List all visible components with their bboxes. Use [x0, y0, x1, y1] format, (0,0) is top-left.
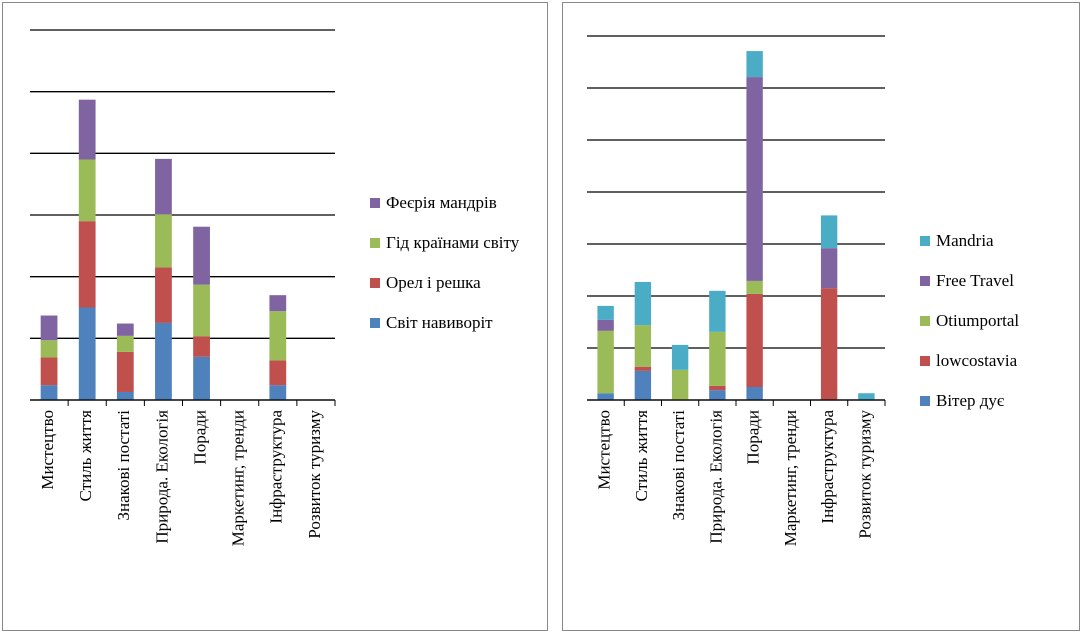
bar-segment	[78, 221, 96, 308]
bar-segment	[78, 99, 96, 160]
bar-segment	[746, 51, 763, 78]
bar-segment	[116, 391, 134, 400]
bar-segment	[858, 393, 875, 400]
legend-label: Free Travel	[936, 271, 1014, 290]
bar-segment	[820, 215, 838, 249]
bar-segment	[193, 356, 210, 400]
legend-label: Світ навиворіт	[386, 313, 493, 332]
bar-segment	[634, 281, 652, 326]
legend-label: lowcostavia	[936, 351, 1018, 370]
bar-segment	[597, 305, 614, 320]
bar-segment	[40, 340, 58, 358]
bar-segment	[746, 280, 763, 294]
legend-swatch	[370, 318, 380, 328]
bar-segment	[269, 295, 287, 312]
legend-label: Вітер дує	[936, 391, 1005, 410]
legend-item: Mandria	[920, 228, 1070, 254]
x-tick-label: Розвиток туризму	[305, 410, 324, 539]
bar-segment	[597, 330, 614, 394]
legend-item: Феєрія мандрів	[370, 190, 540, 216]
legend-swatch	[920, 236, 930, 246]
bar-segment	[746, 77, 763, 281]
x-tick-label: Маркетинг, тренди	[781, 410, 800, 546]
bar-segment	[671, 344, 689, 370]
x-tick-label: Знакові постаті	[669, 410, 688, 521]
legend-item: Вітер дує	[920, 388, 1070, 414]
bar-segment	[116, 323, 134, 336]
bar-segment	[78, 159, 96, 222]
bar-segment	[78, 307, 96, 400]
bar-segment	[634, 325, 652, 367]
x-tick-label: Стиль життя	[632, 410, 651, 502]
x-tick-label: Мистецтво	[595, 410, 614, 490]
x-tick-label: Природа. Екологія	[152, 410, 171, 544]
legend-item: Free Travel	[920, 268, 1070, 294]
bar-segment	[155, 267, 172, 323]
x-tick-label: Розвиток туризму	[855, 410, 874, 539]
x-tick-label: Мистецтво	[38, 410, 57, 490]
bar-segment	[820, 248, 838, 289]
x-tick-label: Знакові постаті	[114, 410, 133, 521]
legend-swatch	[920, 276, 930, 286]
bar-segment	[40, 385, 58, 400]
legend-item: Гід країнами світу	[370, 230, 540, 256]
x-tick-label: Інфраструктура	[818, 410, 837, 524]
bar-segment	[634, 366, 652, 371]
legend-label: Орел і решка	[386, 273, 481, 292]
bar-segment	[746, 387, 763, 400]
bar-segment	[155, 158, 172, 215]
bar-segment	[155, 322, 172, 400]
legend-swatch	[920, 316, 930, 326]
legend-label: Гід країнами світу	[386, 233, 520, 252]
bar-segment	[269, 385, 287, 400]
x-tick-label: Інфраструктура	[267, 410, 286, 524]
legend-swatch	[370, 238, 380, 248]
right-panel	[562, 2, 1080, 631]
x-tick-label: Стиль життя	[76, 410, 95, 502]
legend-swatch	[370, 278, 380, 288]
legend: Феєрія мандрів Гід країнами світу Орел і р…	[370, 190, 540, 350]
bar-segment	[597, 393, 614, 400]
bar-segment	[597, 319, 614, 331]
bar-segment	[155, 214, 172, 268]
bar-segment	[634, 370, 652, 400]
bar-segment	[269, 311, 287, 361]
bar-segment	[193, 336, 210, 357]
bar-segment	[709, 331, 726, 386]
legend-item: lowcostavia	[920, 348, 1070, 374]
bar-segment	[193, 284, 210, 337]
bar-segment	[746, 293, 763, 387]
legend: Mandria Free Travel Otiumportal lowcostavia…	[920, 228, 1070, 428]
legend-swatch	[370, 198, 380, 208]
legend-item: Світ навиворіт	[370, 310, 540, 336]
legend-swatch	[920, 356, 930, 366]
legend-label: Mandria	[936, 231, 994, 250]
left-panel	[2, 2, 548, 631]
bar-segment	[709, 390, 726, 400]
bar-segment	[116, 335, 134, 352]
x-tick-label: Поради	[190, 410, 209, 465]
bar-segment	[40, 315, 58, 341]
bar-segment	[269, 360, 287, 386]
x-tick-label: Маркетинг, тренди	[229, 410, 248, 546]
bar-segment	[116, 351, 134, 392]
bar-segment	[193, 226, 210, 285]
bar-segment	[671, 369, 689, 400]
x-tick-label: Природа. Екологія	[706, 410, 725, 544]
legend-item: Otiumportal	[920, 308, 1070, 334]
legend-item: Орел і решка	[370, 270, 540, 296]
bar-segment	[820, 288, 838, 400]
legend-swatch	[920, 396, 930, 406]
legend-label: Феєрія мандрів	[386, 193, 497, 212]
bar-segment	[40, 357, 58, 386]
bar-segment	[709, 290, 726, 332]
bar-segment	[709, 385, 726, 391]
legend-label: Otiumportal	[936, 311, 1020, 330]
x-tick-label: Поради	[744, 410, 763, 465]
